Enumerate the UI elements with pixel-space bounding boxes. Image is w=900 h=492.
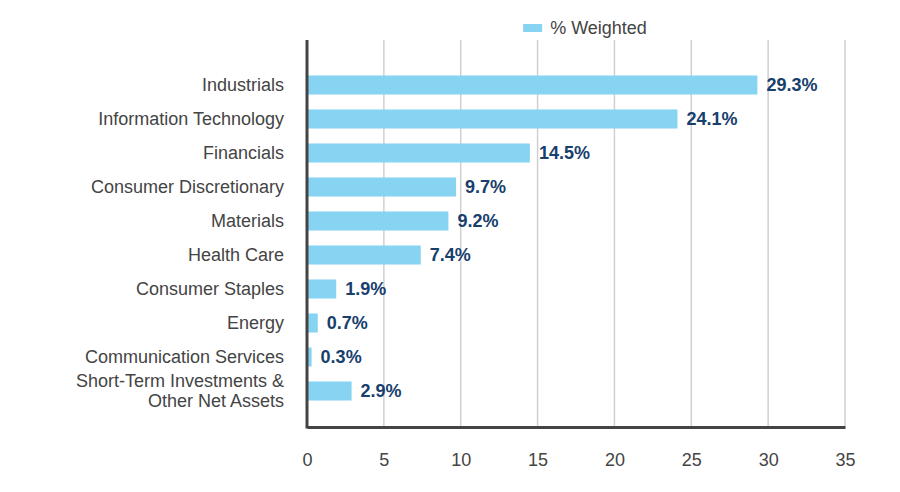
chart: 29.3% 24.1% 14.5% 9.7% 9.2% 7.4% 1.9% 0.7% 0.3% 2… <box>0 0 900 492</box>
data-label: 9.2% <box>457 211 498 231</box>
grid-line <box>537 40 539 427</box>
grid-line <box>691 40 693 427</box>
tick-label: 15 <box>528 450 548 470</box>
legend-label: % Weighted <box>550 18 647 38</box>
category-label: Industrials <box>202 75 284 95</box>
tick-label: 10 <box>451 450 471 470</box>
tick-label: 30 <box>759 450 779 470</box>
category-label-line: Consumer Discretionary <box>91 177 284 197</box>
tick-label: 35 <box>835 450 855 470</box>
category-label: Information Technology <box>98 109 284 129</box>
grid-line <box>383 40 385 427</box>
tick: 10 <box>451 427 471 470</box>
bar <box>307 381 352 400</box>
x-axis-line <box>308 426 846 429</box>
tick: 30 <box>759 427 779 470</box>
data-labels: 29.3% 24.1% 14.5% 9.7% 9.2% 7.4% 1.9% 0.7% 0.3% 2… <box>321 75 818 401</box>
legend-swatch <box>523 24 542 32</box>
bar <box>307 279 336 298</box>
category-label: Materials <box>211 211 284 231</box>
data-label: 29.3% <box>766 75 817 95</box>
category-label-line: Information Technology <box>98 109 284 129</box>
tick: 5 <box>379 427 389 470</box>
grid-line <box>767 40 769 427</box>
tick-label: 20 <box>605 450 625 470</box>
tick: 25 <box>682 427 702 470</box>
category-label-line: Communication Services <box>85 347 284 367</box>
bar <box>307 109 677 128</box>
category-labels: Industrials Information Technology Financi… <box>76 75 284 411</box>
tick-label: 5 <box>379 450 389 470</box>
legend: % Weighted <box>523 18 647 38</box>
tick-label: 0 <box>302 450 312 470</box>
category-label-line: Other Net Assets <box>148 391 284 411</box>
tick: 15 <box>528 427 548 470</box>
category-label-line: Materials <box>211 211 284 231</box>
x-axis: 0 5 10 15 20 25 30 35 <box>302 427 855 470</box>
bar <box>307 245 421 264</box>
category-label-line: Energy <box>227 313 284 333</box>
category-label: Health Care <box>188 245 284 265</box>
bar <box>307 75 757 94</box>
category-label: Consumer Staples <box>136 279 284 299</box>
tick: 20 <box>605 427 625 470</box>
data-label: 2.9% <box>361 381 402 401</box>
category-label-line: Short-Term Investments & <box>76 371 284 391</box>
tick: 0 <box>302 427 312 470</box>
category-label-line: Consumer Staples <box>136 279 284 299</box>
bar <box>307 211 448 230</box>
grid <box>307 40 845 427</box>
grid-line <box>460 40 462 427</box>
bar <box>307 177 456 196</box>
grid-line <box>844 40 846 427</box>
y-axis-line <box>306 40 309 429</box>
category-label-line: Health Care <box>188 245 284 265</box>
data-label: 9.7% <box>465 177 506 197</box>
data-label: 0.3% <box>321 347 362 367</box>
legend-item: % Weighted <box>523 18 647 38</box>
bar <box>307 143 530 162</box>
data-label: 1.9% <box>345 279 386 299</box>
data-label: 24.1% <box>686 109 737 129</box>
category-label: Financials <box>203 143 284 163</box>
category-label: Consumer Discretionary <box>91 177 284 197</box>
bar <box>307 313 318 332</box>
category-label-line: Industrials <box>202 75 284 95</box>
category-label: Short-Term Investments &Other Net Assets <box>76 371 284 411</box>
data-label: 7.4% <box>430 245 471 265</box>
tick-label: 25 <box>682 450 702 470</box>
data-label: 14.5% <box>539 143 590 163</box>
grid-line <box>614 40 616 427</box>
tick: 35 <box>835 427 855 470</box>
category-label-line: Financials <box>203 143 284 163</box>
category-label: Communication Services <box>85 347 284 367</box>
category-label: Energy <box>227 313 284 333</box>
bars <box>307 75 757 400</box>
data-label: 0.7% <box>327 313 368 333</box>
